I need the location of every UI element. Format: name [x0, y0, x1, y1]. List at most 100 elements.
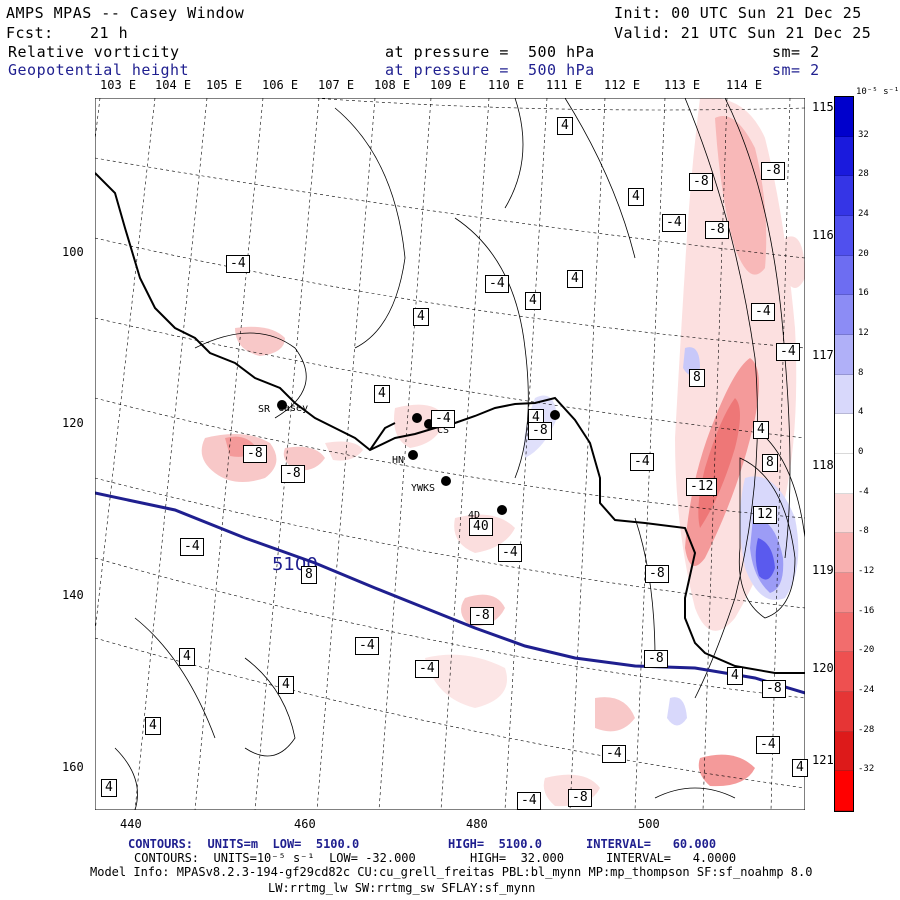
station-marker	[441, 476, 451, 486]
colorbar-tick-label: -32	[858, 764, 875, 775]
colorbar-band	[835, 493, 853, 534]
contour-value-label: 4	[567, 270, 583, 288]
station-label-sr: SR	[258, 404, 271, 415]
y-tick: 100	[62, 245, 84, 259]
station-label-hn: HN	[392, 455, 405, 466]
footer-vort-interval: INTERVAL= 4.0000	[606, 851, 737, 865]
vorticity-contours	[114, 98, 805, 810]
colorbar-tick-label: 20	[858, 248, 869, 259]
colorbar-tick-label: -24	[858, 685, 875, 695]
field2-smoothing: sm= 2	[772, 61, 820, 79]
contour-value-label: -4	[756, 736, 780, 754]
map-plot	[95, 98, 805, 810]
colorbar-tick-label: 8	[858, 367, 864, 378]
contour-value-label: -8	[568, 789, 592, 807]
colorbar-tick-label: 0	[858, 447, 864, 457]
lon-label: 111 E	[546, 78, 583, 92]
contour-value-label: -4	[485, 275, 509, 293]
colorbar-tick-label: -4	[858, 486, 869, 497]
contour-value-label: -4	[431, 410, 455, 428]
contour-value-label: 4	[278, 676, 294, 694]
negative-vorticity-shading	[201, 98, 805, 807]
lon-label: 105 E	[206, 78, 243, 92]
contour-value-label: 4	[525, 292, 541, 310]
station-marker	[408, 450, 418, 460]
coastline	[95, 172, 805, 674]
contour-value-label: -8	[689, 173, 713, 191]
field2-name: Geopotential height	[8, 61, 190, 79]
contour-value-label: -8	[762, 680, 786, 698]
footer-vort-high: HIGH= 32.000	[470, 851, 564, 865]
lon-label: 103 E	[100, 78, 137, 92]
station-marker	[412, 413, 422, 423]
lon-label: 104 E	[155, 78, 192, 92]
lon-label: 108 E	[374, 78, 411, 92]
station-marker	[277, 400, 287, 410]
colorbar-tick-label: -20	[858, 645, 875, 656]
colorbar-band	[835, 216, 853, 256]
x-tick: 460	[294, 817, 316, 831]
contour-value-label: -8	[645, 565, 669, 583]
contour-value-label: -4	[498, 544, 522, 562]
station-label-cs: CS	[437, 425, 450, 436]
colorbar-tick-label: -16	[858, 605, 875, 616]
contour-value-label: -4	[226, 255, 250, 273]
colorbar-band	[835, 176, 853, 217]
colorbar-band	[835, 255, 853, 296]
y-tick: 140	[62, 588, 84, 602]
contour-value-label: 40	[469, 518, 493, 536]
colorbar-band	[835, 692, 853, 732]
contour-value-label: -4	[602, 745, 626, 763]
contour-value-label: -8	[644, 650, 668, 668]
footer-height-interval: INTERVAL= 60.000	[586, 837, 717, 851]
contour-value-label: -8	[528, 422, 552, 440]
colorbar-band	[835, 136, 853, 177]
contour-value-label: -4	[751, 303, 775, 321]
contour-value-label: -8	[281, 465, 305, 483]
x-tick: 500	[638, 817, 660, 831]
colorbar-tick-label: 24	[858, 209, 869, 219]
colorbar-tick-label: 4	[858, 407, 864, 418]
contour-value-label: 8	[762, 454, 778, 472]
colorbar-tick-label: 16	[858, 288, 869, 299]
contour-value-label: 4	[628, 188, 644, 206]
station-label-casey: Casey	[278, 403, 309, 414]
y-tick: 120	[62, 416, 84, 430]
colorbar-band	[835, 335, 853, 375]
contour-value-label: -12	[686, 478, 718, 496]
colorbar-band	[835, 652, 853, 693]
contour-value-label: -8	[470, 607, 494, 625]
contour-value-label: 4	[727, 667, 743, 685]
lon-label: 107 E	[318, 78, 355, 92]
field1-name: Relative vorticity	[8, 43, 180, 61]
x-tick: 480	[466, 817, 488, 831]
colorbar-band	[835, 414, 853, 455]
contour-value-label: 4	[792, 759, 808, 777]
footer-height-contours: CONTOURS: UNITS=m LOW= 5100.0	[128, 837, 360, 851]
field1-level: at pressure = 500 hPa	[385, 43, 595, 61]
contour-value-label: 4	[179, 648, 195, 666]
colorbar-band	[835, 374, 853, 415]
contour-value-label: 4	[101, 779, 117, 797]
lon-label: 109 E	[430, 78, 467, 92]
colorbar-unit: 10⁻⁵ s⁻¹	[856, 87, 900, 97]
colorbar-tick-label: -28	[858, 724, 875, 735]
contour-value-label: 12	[753, 506, 777, 524]
lon-label: 110 E	[488, 78, 525, 92]
map-title: AMPS MPAS -- Casey Window	[6, 4, 245, 22]
contour-value-label: -8	[705, 221, 729, 239]
contour-value-label: -4	[355, 637, 379, 655]
forecast-label: Fcst:	[6, 24, 54, 42]
contour-value-label: -4	[415, 660, 439, 678]
station-label-ywks: YWKS	[411, 483, 436, 494]
contour-value-label: 4	[557, 117, 573, 135]
contour-value-label: -4	[180, 538, 204, 556]
lon-label: 113 E	[664, 78, 701, 92]
contour-value-label: 8	[689, 369, 705, 387]
contour-value-label: -4	[517, 792, 541, 810]
colorbar-tick-label: -8	[858, 526, 869, 537]
colorbar-band	[835, 771, 853, 812]
contour-value-label: 4	[145, 717, 161, 735]
colorbar	[834, 96, 854, 812]
station-label-4d: 4D	[468, 510, 481, 521]
